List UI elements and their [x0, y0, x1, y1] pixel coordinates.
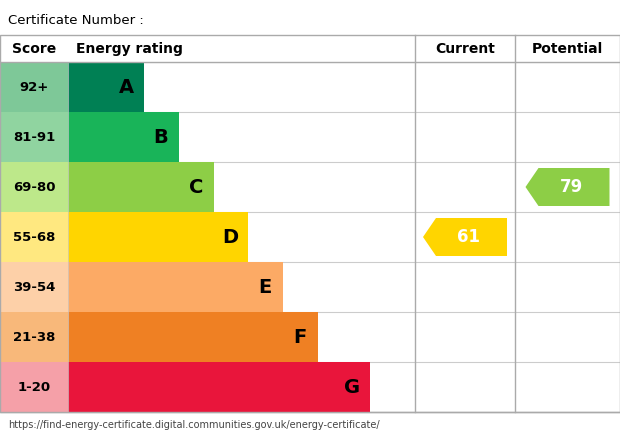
Bar [68, 162, 214, 212]
Text: F: F [293, 327, 306, 347]
Bar [68, 212, 249, 262]
Text: C: C [188, 177, 203, 197]
Text: 1-20: 1-20 [17, 381, 51, 393]
Polygon shape [526, 168, 609, 206]
Text: https://find-energy-certificate.digital.communities.gov.uk/energy-certificate/: https://find-energy-certificate.digital.… [8, 420, 379, 430]
Bar [0, 35, 620, 412]
Text: Potential: Potential [532, 41, 603, 55]
Bar [68, 312, 318, 362]
Bar [0, 312, 68, 362]
Text: E: E [259, 278, 272, 297]
Bar [0, 362, 68, 412]
Bar [0, 35, 620, 62]
Bar [68, 362, 370, 412]
Text: 39-54: 39-54 [13, 281, 55, 293]
Bar [0, 212, 68, 262]
Text: Score: Score [12, 41, 56, 55]
Text: D: D [223, 227, 239, 246]
Bar [0, 62, 68, 112]
Text: 79: 79 [560, 178, 583, 196]
Bar [0, 162, 68, 212]
Text: A: A [119, 77, 134, 96]
Bar [0, 112, 68, 162]
Text: Current: Current [435, 41, 495, 55]
Text: 81-91: 81-91 [13, 131, 55, 143]
Text: 69-80: 69-80 [13, 180, 55, 194]
Text: 21-38: 21-38 [13, 330, 55, 344]
Text: Energy rating: Energy rating [76, 41, 183, 55]
Text: 92+: 92+ [19, 81, 48, 94]
Text: Certificate Number :: Certificate Number : [8, 14, 144, 26]
Bar [68, 62, 144, 112]
Bar [68, 262, 283, 312]
Text: 61: 61 [458, 228, 480, 246]
Polygon shape [423, 218, 507, 256]
Text: 55-68: 55-68 [13, 231, 55, 243]
Text: B: B [154, 128, 169, 147]
Bar [0, 262, 68, 312]
Bar [68, 112, 179, 162]
Text: G: G [344, 378, 360, 396]
